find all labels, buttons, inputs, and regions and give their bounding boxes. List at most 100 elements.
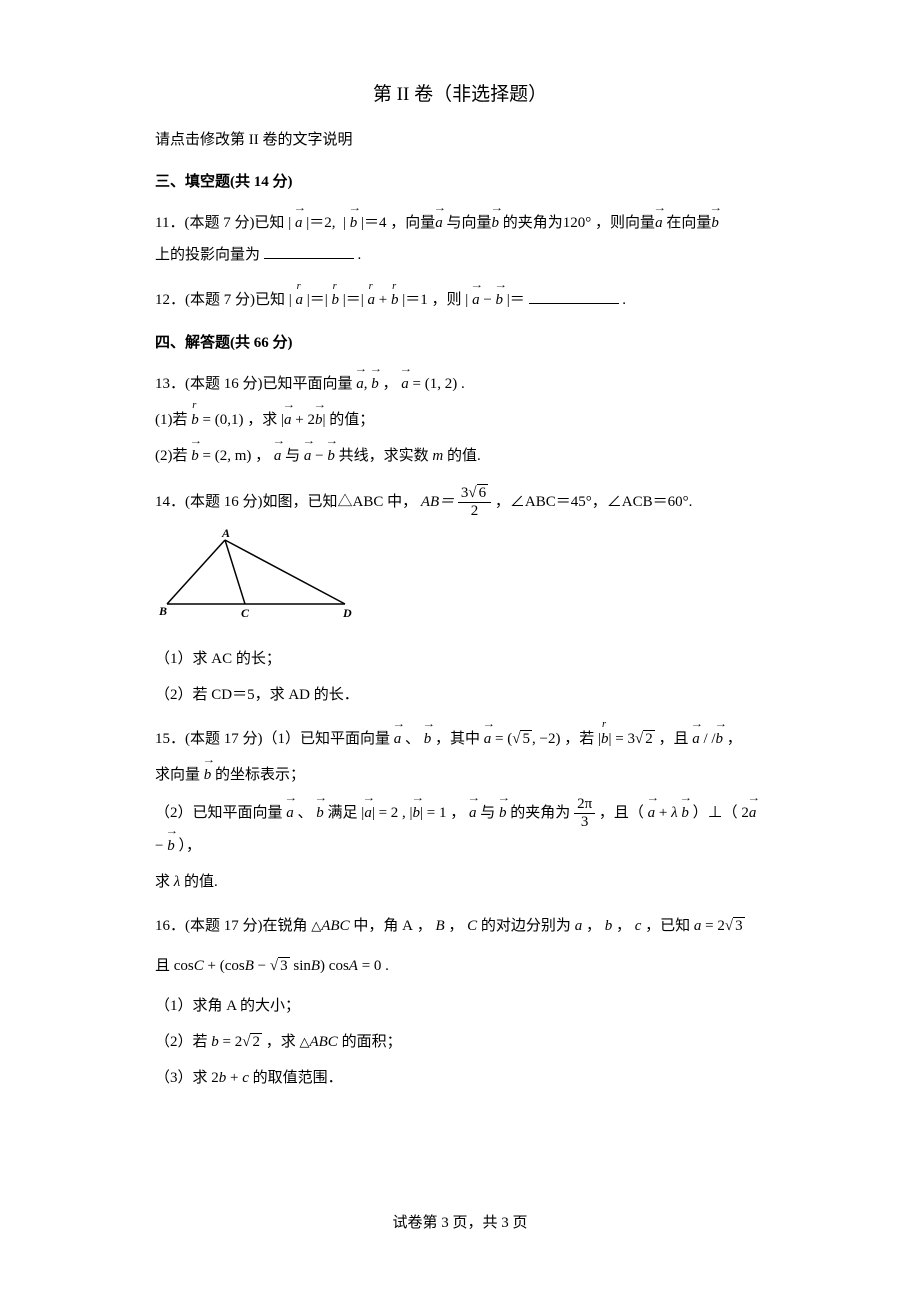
q12-eq1: 1 [420, 292, 428, 308]
q15-p3post: 的值. [184, 874, 218, 890]
label-d: D [342, 606, 352, 620]
question-13: 13．(本题 16 分)已知平面向量 a, b ， a = (1, 2) . (… [155, 369, 765, 471]
q15-p2m1: 满足 [328, 805, 358, 821]
q11-amag: 2, [324, 215, 335, 231]
q14-m1: ，∠ABC＝45°，∠ACB＝60°. [495, 494, 692, 510]
q15-aden: 3 [574, 814, 595, 831]
q13-p2m3: 共线，求实数 [339, 448, 429, 464]
q11-angle: 120° [563, 215, 592, 231]
q15-bmag2: 1 [439, 805, 447, 821]
q15-p3: 求 [155, 874, 170, 890]
q13-b2val: (2, m) [215, 448, 252, 464]
q14-figure: A B C D [155, 526, 765, 634]
question-12: 12．(本题 7 分)已知 | a |＝| b |＝| a + b |＝1 ，则… [155, 285, 765, 317]
label-b: B [158, 604, 167, 618]
exam-page: 第 II 卷（非选择题） 请点击修改第 II 卷的文字说明 三、填空题(共 14… [0, 0, 920, 1157]
q14-prefix: 14．(本题 16 分)如图，已知△ABC 中， [155, 494, 417, 510]
q15-p2m6: ）⊥（ [693, 805, 738, 821]
section-fill-heading: 三、填空题(共 14 分) [155, 170, 765, 194]
q16-p3post: 的取值范围． [253, 1070, 343, 1086]
q11-m5: 在向量 [666, 215, 711, 231]
q16-m4: ，已知 [645, 918, 690, 934]
q12-prefix: 12．(本题 7 分)已知 [155, 292, 285, 308]
q15-p3var: λ [174, 874, 181, 890]
q15-m2: ，若 [564, 731, 594, 747]
q13-aval: (1, 2) . [425, 376, 465, 392]
question-11: 11．(本题 7 分)已知 | a |＝2, | b |＝4 ，向量a 与向量b… [155, 208, 765, 271]
q16-m1: 中，角 [353, 918, 398, 934]
page-title: 第 II 卷（非选择题） [155, 80, 765, 110]
q11-m4: ，则向量 [595, 215, 655, 231]
q15-amag: 2 [391, 805, 399, 821]
q16-B: B [435, 918, 444, 934]
q15-anum: 2π [574, 796, 595, 814]
q11-l2post: . [358, 247, 362, 263]
q14-abden: 2 [458, 503, 491, 520]
q15-p2m5: ，且（ [599, 805, 644, 821]
triangle-diagram: A B C D [155, 526, 360, 621]
q13-bval: (0,1) [215, 412, 244, 428]
q13-p2m1: ， [255, 448, 270, 464]
q11-m1: ，向量 [390, 215, 435, 231]
q15-p2pre: （2）已知平面向量 [155, 805, 283, 821]
q15-m1: ，其中 [435, 731, 480, 747]
q14-abeq: AB＝ [421, 494, 454, 510]
q15-sep: 、 [405, 731, 420, 747]
q15-p2m7: ）， [178, 838, 201, 854]
page-footer: 试卷第 3 页，共 3 页 [0, 1211, 920, 1232]
q13-p1pre: (1)若 [155, 412, 188, 428]
q15-p2m2: ， [450, 805, 465, 821]
q13-p2var: m [432, 448, 443, 464]
q16-m3: 的对边分别为 [481, 918, 571, 934]
label-a: A [221, 526, 230, 540]
q13-p2post: 的值. [447, 448, 481, 464]
q16-p2mid: ，求 [266, 1034, 296, 1050]
question-15: 15．(本题 17 分)（1）已知平面向量 a 、 b ，其中 a = (√5,… [155, 724, 765, 898]
q16-p3pre: （3）求 [155, 1070, 208, 1086]
q16-b: b [605, 918, 613, 934]
q11-l2pre: 上的投影向量为 [155, 247, 260, 263]
q11-blank[interactable] [264, 243, 354, 259]
label-c: C [241, 606, 250, 620]
q13-p2pre: (2)若 [155, 448, 188, 464]
q16-a: a [575, 918, 583, 934]
q15-comma: , [402, 805, 406, 821]
q16-c: c [635, 918, 642, 934]
edit-instruction: 请点击修改第 II 卷的文字说明 [155, 128, 765, 152]
q12-blank[interactable] [529, 288, 619, 304]
q11-m2: 与向量 [447, 215, 492, 231]
q12-post: . [622, 292, 626, 308]
q16-m2b: ， [448, 918, 463, 934]
q13-prefix: 13．(本题 16 分)已知平面向量 [155, 376, 353, 392]
q15-l2: 求向量 [155, 767, 200, 783]
q15-m4: ， [727, 731, 742, 747]
q13-p1post: 的值； [329, 412, 374, 428]
q16-C: C [467, 918, 477, 934]
q16-p2pre: （2）若 [155, 1034, 208, 1050]
q14-p2: （2）若 CD＝5，求 AD 的长． [155, 680, 765, 710]
q12-m1: ，则 [432, 292, 462, 308]
q13-c: ， [383, 376, 398, 392]
section-solve-heading: 四、解答题(共 66 分) [155, 331, 765, 355]
q13-p2m2: 与 [285, 448, 300, 464]
q11-bmag: 4 [379, 215, 387, 231]
q15-prefix: 15．(本题 17 分)（1）已知平面向量 [155, 731, 390, 747]
q11-m3: 的夹角为 [503, 215, 563, 231]
question-14: 14．(本题 16 分)如图，已知△ABC 中， AB＝ 3√62 ，∠ABC＝… [155, 485, 765, 710]
q13-p1mid: ，求 [247, 412, 277, 428]
q15-l2p: 的坐标表示； [215, 767, 305, 783]
q11-prefix: 11．(本题 7 分)已知 [155, 215, 284, 231]
q15-p2m4: 的夹角为 [510, 805, 570, 821]
q15-sep2: 、 [298, 805, 313, 821]
q14-p1: （1）求 AC 的长； [155, 644, 765, 674]
q16-p1: （1）求角 A 的大小； [155, 991, 765, 1021]
q16-l2pre: 且 [155, 958, 170, 974]
q15-m3: ，且 [658, 731, 688, 747]
q16-prefix: 16．(本题 17 分)在锐角 [155, 918, 308, 934]
q15-p2m3: 与 [480, 805, 495, 821]
q16-m2c: ， [586, 918, 601, 934]
question-16: 16．(本题 17 分)在锐角 △ABC 中，角 A ， B ， C 的对边分别… [155, 911, 765, 1093]
q16-A: A [402, 918, 413, 934]
q16-p2post: 的面积； [342, 1034, 402, 1050]
q16-m2a: ， [417, 918, 432, 934]
